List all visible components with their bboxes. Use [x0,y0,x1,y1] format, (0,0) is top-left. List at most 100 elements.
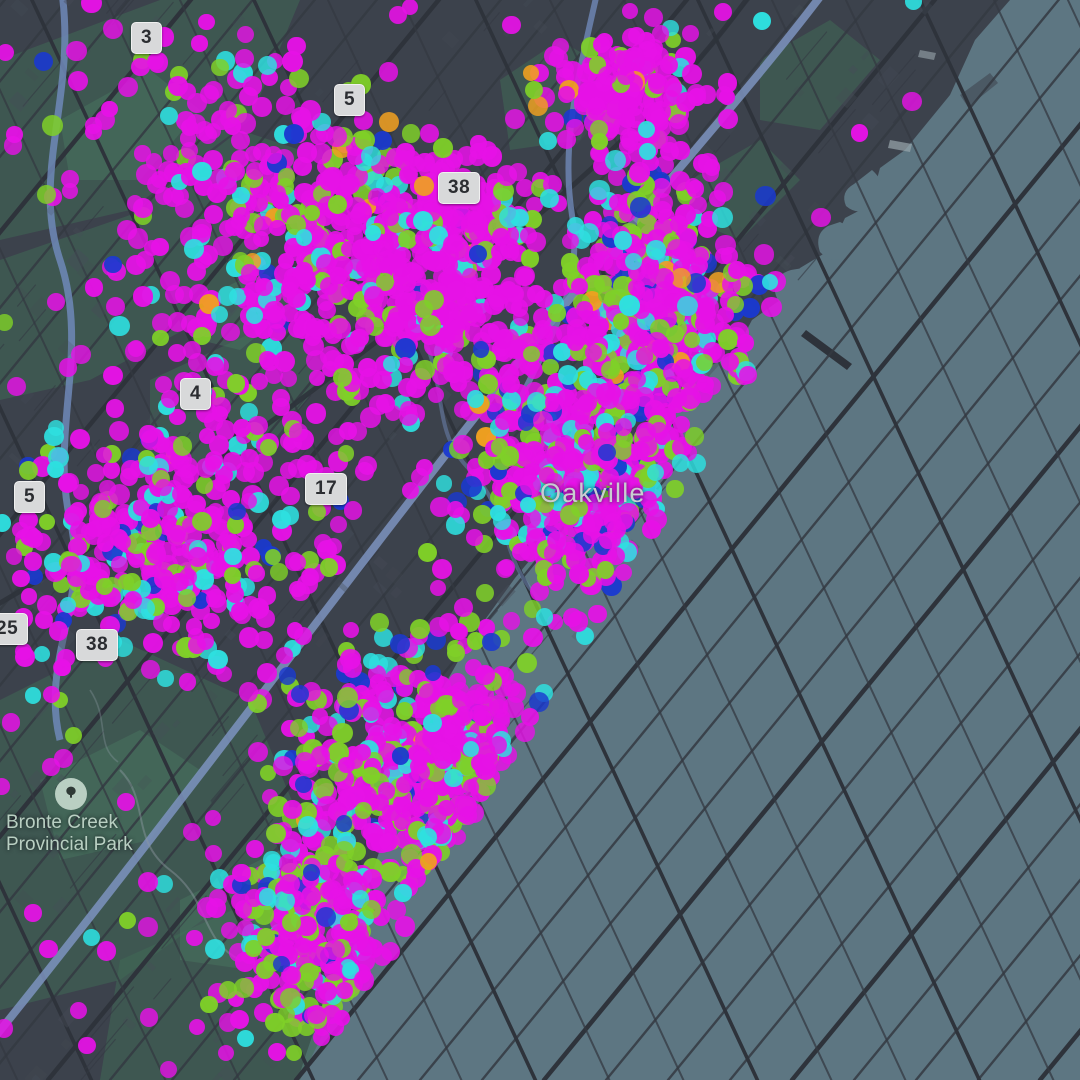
map-marker[interactable] [614,418,633,436]
map-marker[interactable] [737,334,755,352]
map-marker[interactable] [524,80,543,100]
map-marker[interactable] [203,613,220,630]
map-marker[interactable] [617,66,636,85]
map-marker[interactable] [269,563,288,582]
map-marker[interactable] [326,1018,345,1036]
map-marker[interactable] [3,136,22,155]
map-marker[interactable] [525,232,546,253]
map-marker[interactable] [576,256,596,276]
map-marker[interactable] [575,300,593,319]
map-marker[interactable] [189,1018,206,1036]
map-marker[interactable] [186,929,203,947]
map-marker[interactable] [578,81,599,102]
map-marker[interactable] [510,359,528,376]
map-marker[interactable] [717,108,738,129]
map-marker[interactable] [398,406,419,426]
map-marker[interactable] [445,515,466,535]
map-marker[interactable] [453,434,473,455]
map-marker[interactable] [299,963,319,983]
map-marker[interactable] [671,268,692,288]
map-marker[interactable] [619,295,640,316]
map-marker[interactable] [231,131,251,150]
map-marker[interactable] [175,286,193,304]
map-marker[interactable] [152,613,172,633]
map-marker[interactable] [195,476,214,494]
map-marker[interactable] [401,124,421,143]
map-marker[interactable] [482,633,501,652]
map-marker[interactable] [476,584,495,603]
map-marker[interactable] [697,302,715,320]
map-marker[interactable] [651,339,670,359]
map-marker[interactable] [127,195,144,212]
map-marker[interactable] [418,542,438,562]
map-marker[interactable] [423,713,442,732]
map-marker[interactable] [254,630,273,649]
map-marker[interactable] [6,377,27,397]
map-marker[interactable] [332,368,352,387]
map-marker[interactable] [850,124,869,142]
map-marker[interactable] [280,281,298,298]
map-marker[interactable] [415,360,435,380]
map-marker[interactable] [160,106,178,125]
map-marker[interactable] [449,215,467,233]
map-marker[interactable] [5,548,23,565]
map-marker[interactable] [210,305,229,324]
map-marker[interactable] [86,463,106,483]
map-marker[interactable] [523,345,540,363]
map-marker[interactable] [179,567,198,586]
map-marker[interactable] [596,383,616,402]
highway-shield-38[interactable]: 38 [438,172,481,204]
map-marker[interactable] [102,461,121,479]
map-marker[interactable] [123,591,142,610]
map-marker[interactable] [203,81,223,101]
map-marker[interactable] [228,502,246,521]
map-marker[interactable] [280,988,301,1009]
map-marker[interactable] [48,621,69,642]
map-marker[interactable] [69,1001,88,1020]
map-marker[interactable] [258,888,277,906]
map-marker[interactable] [697,375,715,393]
map-marker[interactable] [361,869,382,890]
map-marker[interactable] [140,659,161,679]
map-marker[interactable] [196,632,214,650]
map-marker[interactable] [127,340,145,357]
map-marker[interactable] [291,685,310,703]
map-marker[interactable] [309,228,329,248]
map-marker[interactable] [205,556,224,574]
map-marker[interactable] [414,176,434,196]
map-marker[interactable] [653,201,672,221]
highway-shield-17[interactable]: 17 [305,473,348,505]
map-marker[interactable] [308,369,326,386]
map-marker[interactable] [484,295,504,315]
map-marker[interactable] [96,941,117,962]
map-marker[interactable] [373,371,392,390]
map-marker[interactable] [761,296,782,318]
map-marker[interactable] [247,741,269,763]
map-marker[interactable] [248,565,265,582]
map-marker[interactable] [646,463,664,481]
map-marker[interactable] [295,776,313,794]
map-marker[interactable] [686,180,705,198]
map-marker[interactable] [324,961,344,981]
map-marker[interactable] [12,570,30,588]
map-marker[interactable] [61,169,80,189]
map-marker[interactable] [303,336,324,357]
map-marker[interactable] [501,391,521,410]
map-marker[interactable] [297,816,318,837]
map-marker[interactable] [394,884,412,902]
map-marker[interactable] [691,247,710,266]
map-marker[interactable] [274,891,295,912]
map-marker[interactable] [54,749,73,768]
map-marker[interactable] [401,482,419,500]
map-marker[interactable] [671,454,690,472]
map-marker[interactable] [397,304,415,322]
map-marker[interactable] [138,455,158,475]
map-marker[interactable] [539,189,559,209]
map-marker[interactable] [283,800,302,819]
map-marker[interactable] [675,92,697,113]
map-marker[interactable] [279,667,297,685]
map-marker[interactable] [627,370,646,389]
map-marker[interactable] [630,440,650,460]
map-marker[interactable] [904,0,922,10]
map-marker[interactable] [245,940,262,957]
